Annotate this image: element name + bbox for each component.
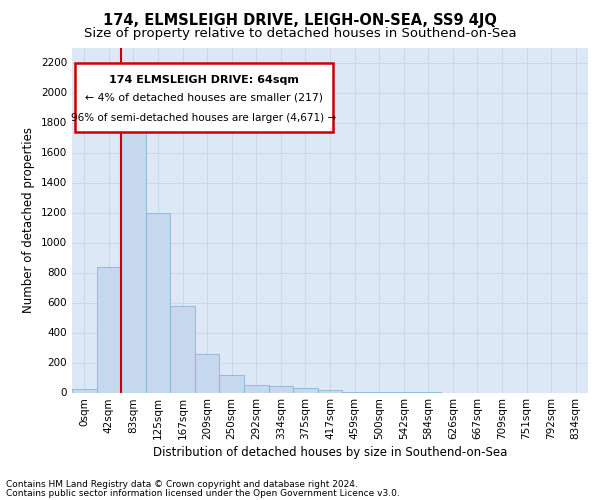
- Bar: [195, 354, 220, 393]
- Bar: [244, 385, 269, 392]
- Bar: [121, 122, 146, 392]
- Text: ← 4% of detached houses are smaller (217): ← 4% of detached houses are smaller (217…: [85, 92, 323, 102]
- Bar: [170, 306, 195, 392]
- Text: 174 ELMSLEIGH DRIVE: 64sqm: 174 ELMSLEIGH DRIVE: 64sqm: [109, 75, 299, 85]
- Y-axis label: Number of detached properties: Number of detached properties: [22, 127, 35, 313]
- Bar: [146, 212, 170, 392]
- FancyBboxPatch shape: [74, 63, 332, 132]
- Text: Contains HM Land Registry data © Crown copyright and database right 2024.: Contains HM Land Registry data © Crown c…: [6, 480, 358, 489]
- Bar: [97, 266, 121, 392]
- Bar: [72, 389, 97, 392]
- Text: 174, ELMSLEIGH DRIVE, LEIGH-ON-SEA, SS9 4JQ: 174, ELMSLEIGH DRIVE, LEIGH-ON-SEA, SS9 …: [103, 12, 497, 28]
- Bar: [220, 375, 244, 392]
- Text: Contains public sector information licensed under the Open Government Licence v3: Contains public sector information licen…: [6, 490, 400, 498]
- X-axis label: Distribution of detached houses by size in Southend-on-Sea: Distribution of detached houses by size …: [153, 446, 507, 460]
- Bar: [318, 390, 342, 392]
- Bar: [269, 386, 293, 392]
- Bar: [293, 388, 318, 392]
- Text: 96% of semi-detached houses are larger (4,671) →: 96% of semi-detached houses are larger (…: [71, 113, 336, 123]
- Text: Size of property relative to detached houses in Southend-on-Sea: Size of property relative to detached ho…: [83, 28, 517, 40]
